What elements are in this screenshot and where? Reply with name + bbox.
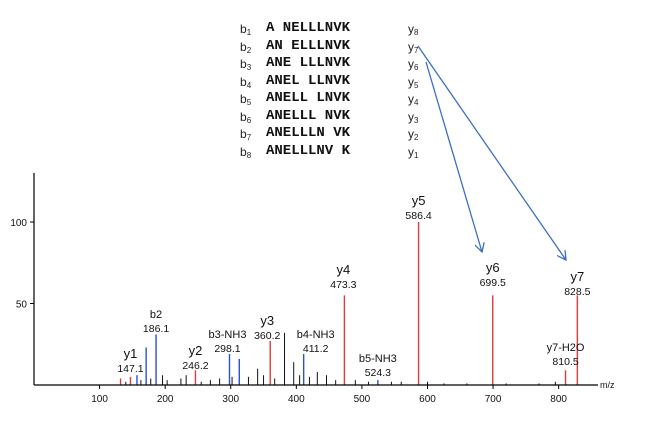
fragment-sequence: ANELLL NVK	[266, 107, 351, 124]
ion-name-label: y7-H2O	[547, 342, 585, 354]
fragment-sequence: ANELLLN VK	[266, 125, 351, 141]
fragment-row: b6 ANELLL NVK y3	[240, 108, 440, 126]
b-ion-label: b5	[240, 92, 252, 107]
fragment-row: b8 ANELLLNV K y1	[240, 143, 440, 161]
peak-annotation: y7-H2O 810.5	[547, 342, 585, 368]
peak-annotation: y5 586.4	[405, 193, 431, 222]
fragment-row: b3 ANE LLLNVK y6	[240, 55, 440, 73]
mz-value-label: 586.4	[405, 210, 431, 222]
y-ion-label: y3	[408, 109, 419, 125]
fragment-row: b2 AN ELLLNVK y7	[240, 38, 440, 56]
fragment-row: b1 A NELLLNVK y8	[240, 20, 440, 38]
arrow-y7-to-peak	[417, 45, 566, 260]
ion-name-label: y3	[260, 313, 274, 328]
fragment-sequence: ANELL LNVK	[266, 90, 351, 106]
y-ion-label: y7	[408, 39, 419, 55]
peak-annotation: y2 246.2	[182, 343, 208, 372]
peak-annotation: y1 147.1	[117, 346, 143, 375]
x-tick-label: 800	[550, 394, 567, 405]
mz-value-label: 147.1	[117, 363, 143, 375]
peak-annotation: b4-NH3 411.2	[297, 329, 335, 355]
x-tick-label: 200	[157, 394, 174, 405]
fragment-sequence: ANE LLLNVK	[266, 55, 351, 71]
y-tick-label: 100	[10, 218, 27, 229]
mz-value-label: 246.2	[182, 360, 208, 372]
fragment-row: b4 ANEL LLNVK y5	[240, 73, 440, 91]
mz-value-label: 810.5	[552, 356, 578, 368]
y-ion-label: y4	[408, 92, 419, 107]
b-ion-label: b7	[240, 127, 252, 142]
y-ion-label: y6	[408, 57, 419, 72]
axes-layer: 100 200 300 400 500 600 700 800 50 100 m/z	[10, 173, 615, 405]
b-ion-label: b1	[240, 22, 252, 37]
peak-annotation: y6 699.5	[480, 260, 506, 289]
y-tick-label: 50	[16, 300, 28, 311]
x-tick-label: 100	[91, 394, 108, 405]
fragment-row: b5 ANELL LNVK y4	[240, 90, 440, 108]
b-ion-label: b2	[240, 39, 252, 55]
ion-name-label: y5	[412, 193, 426, 208]
mz-value-label: 473.3	[330, 279, 356, 291]
arrow-y6-to-peak	[425, 61, 482, 252]
ion-name-label: b4-NH3	[297, 329, 335, 341]
x-tick-label: 400	[288, 394, 305, 405]
x-tick-label: 700	[485, 394, 502, 405]
mz-value-label: 699.5	[480, 277, 506, 289]
y-ion-label: y8	[408, 22, 419, 37]
fragment-row: b7 ANELLLN VK y2	[240, 125, 440, 143]
y-ion-label: y5	[408, 74, 419, 90]
b-ion-label: b4	[240, 74, 252, 90]
peak-labels-layer: y1 147.1 b2 186.1 y2 246.2 b3-NH3 298.1 y3 360.2 b…	[117, 193, 590, 379]
mz-value-label: 828.5	[564, 286, 590, 298]
x-tick-label: 500	[354, 394, 371, 405]
peak-annotation: y3 360.2	[254, 313, 280, 342]
b-ion-label: b8	[240, 144, 252, 160]
fragment-sequence: A NELLLNVK	[266, 20, 351, 36]
peak-annotation: y7 828.5	[564, 269, 590, 298]
y-ion-label: y1	[408, 144, 419, 160]
ion-name-label: b2	[150, 309, 162, 321]
peak-annotation: b5-NH3 524.3	[359, 353, 397, 379]
peak-annotation: b2 186.1	[143, 309, 169, 335]
ion-name-label: b3-NH3	[209, 329, 247, 341]
mz-value-label: 186.1	[143, 323, 169, 335]
x-axis-label: m/z	[600, 380, 615, 390]
mz-value-label: 411.2	[303, 343, 329, 355]
ion-name-label: y4	[337, 262, 351, 277]
annotation-arrows	[417, 45, 566, 260]
peak-annotation: b3-NH3 298.1	[209, 329, 247, 355]
ion-name-label: y1	[124, 346, 138, 361]
b-ion-label: b6	[240, 109, 252, 125]
mz-value-label: 524.3	[365, 367, 391, 379]
mz-value-label: 360.2	[254, 330, 280, 342]
ion-name-label: y6	[486, 260, 500, 275]
fragment-sequence: AN ELLLNVK	[266, 37, 351, 54]
fragment-ion-table: b1 A NELLLNVK y8 b2 AN ELLLNVK y7 b3 ANE…	[240, 20, 440, 160]
fragment-sequence: ANEL LLNVK	[266, 72, 351, 89]
ion-name-label: b5-NH3	[359, 353, 397, 365]
mz-value-label: 298.1	[214, 343, 240, 355]
peaks-layer	[119, 222, 579, 385]
y-ion-label: y2	[408, 127, 419, 142]
b-ion-label: b3	[240, 57, 252, 72]
ion-name-label: y2	[189, 343, 203, 358]
fragment-sequence: ANELLLNV K	[266, 142, 351, 159]
ion-name-label: y7	[570, 269, 584, 284]
peak-annotation: y4 473.3	[330, 262, 356, 291]
x-tick-label: 600	[419, 394, 436, 405]
x-tick-label: 300	[222, 394, 239, 405]
